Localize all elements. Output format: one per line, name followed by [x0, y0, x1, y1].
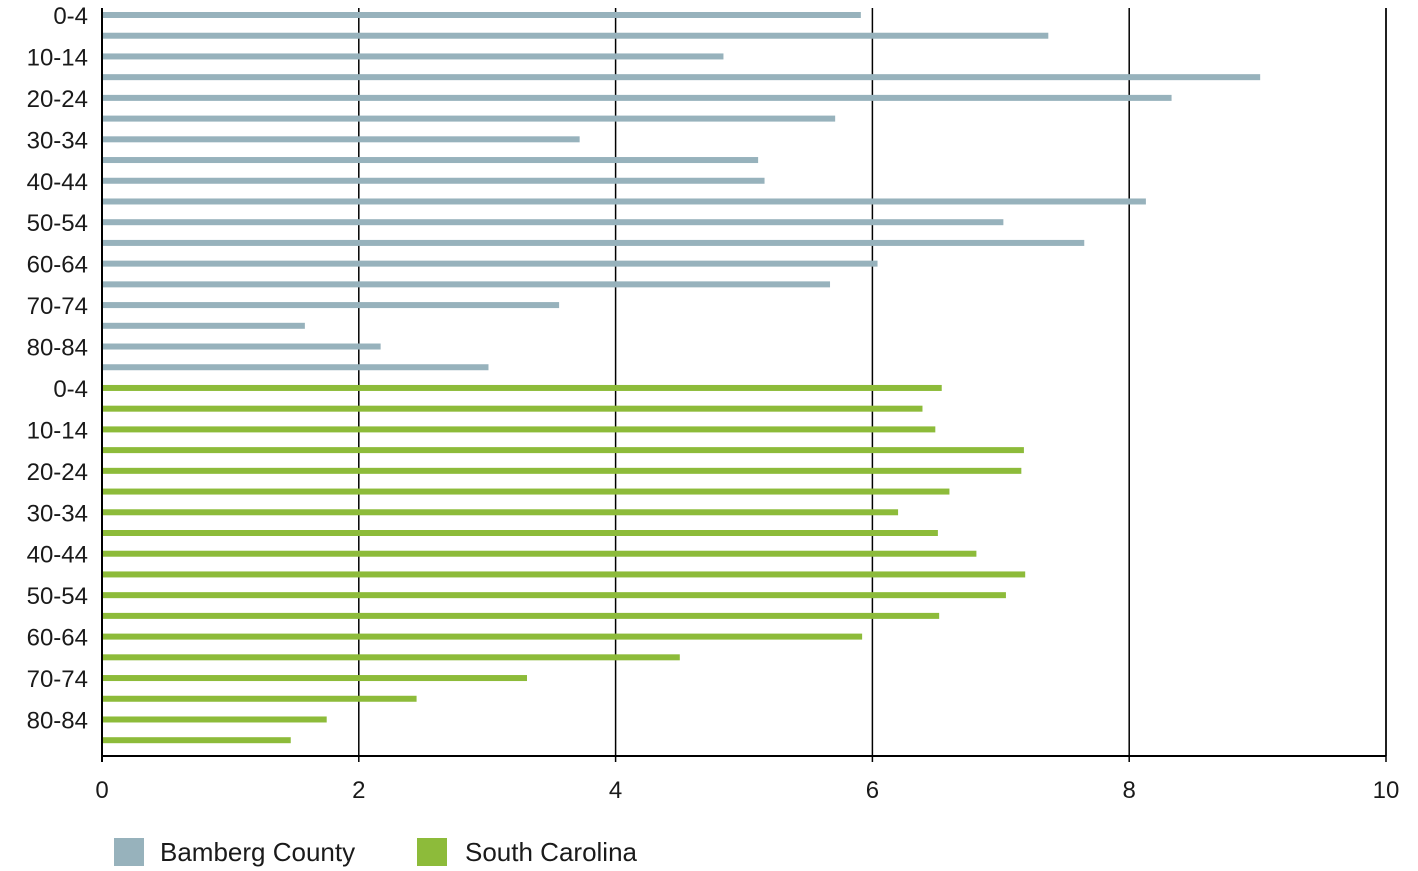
bar-bamberg-county-35-39 [102, 157, 759, 164]
bar-bamberg-county-0-4 [102, 12, 861, 18]
x-tick-label: 8 [1123, 777, 1136, 804]
y-tick-label: 20-24 [27, 86, 88, 113]
bar-south-carolina-20-24 [102, 467, 1022, 474]
y-tick-label: 60-64 [27, 252, 88, 279]
bar-bamberg-county-45-49 [102, 198, 1146, 205]
legend-label-south-carolina: South Carolina [465, 837, 638, 867]
bars-layer [102, 12, 1261, 744]
bar-south-carolina-70-74 [102, 675, 528, 682]
y-tick-label: 0-4 [53, 376, 88, 403]
bar-bamberg-county-30-34 [102, 136, 580, 143]
y-tick-label: 30-34 [27, 127, 88, 154]
y-tick-label: 20-24 [27, 459, 88, 486]
x-tick-label: 0 [95, 777, 108, 804]
bar-bamberg-county-25-29 [102, 115, 836, 122]
x-tick-label: 10 [1373, 777, 1400, 804]
bar-south-carolina-45-49 [102, 571, 1026, 578]
bar-south-carolina-30-34 [102, 509, 899, 516]
y-tick-label: 50-54 [27, 583, 88, 610]
bar-south-carolina-50-54 [102, 592, 1006, 599]
bar-south-carolina-0-4 [102, 384, 942, 391]
y-tick-label: 70-74 [27, 293, 88, 320]
bar-bamberg-county-20-24 [102, 94, 1172, 101]
bar-south-carolina-40-44 [102, 550, 977, 557]
bar-bamberg-county-55-59 [102, 239, 1085, 246]
bar-bamberg-county-5-9 [102, 32, 1049, 39]
bar-bamberg-county-50-54 [102, 219, 1004, 226]
bar-bamberg-county-15-19 [102, 74, 1261, 81]
legend-swatch-south-carolina [417, 838, 447, 866]
legend-swatch-bamberg-county [114, 838, 144, 866]
bar-south-carolina-25-29 [102, 488, 950, 495]
y-tick-label: 10-14 [27, 44, 88, 71]
x-tick-labels: 0 2 4 6 8 10 [95, 777, 1399, 804]
y-tick-label: 70-74 [27, 666, 88, 693]
bar-bamberg-county-60-64 [102, 260, 878, 267]
y-tick-labels: 0-4 10-14 20-24 30-34 40-44 50-54 60-64 70-74 80… [27, 3, 88, 734]
x-tick-label: 4 [609, 777, 622, 804]
bar-south-carolina-60-64 [102, 633, 863, 640]
bar-bamberg-county-85+ [102, 364, 489, 371]
y-tick-label: 80-84 [27, 707, 88, 734]
bar-south-carolina-35-39 [102, 530, 938, 536]
bar-bamberg-county-10-14 [102, 53, 724, 60]
bar-south-carolina-15-19 [102, 447, 1024, 454]
bar-south-carolina-65-69 [102, 654, 680, 661]
bar-bamberg-county-70-74 [102, 302, 560, 309]
y-tick-label: 40-44 [27, 542, 88, 569]
bar-south-carolina-10-14 [102, 426, 936, 433]
y-tick-label: 40-44 [27, 169, 88, 196]
x-tick-label: 2 [352, 777, 365, 804]
bar-bamberg-county-40-44 [102, 177, 765, 184]
x-tick-label: 6 [866, 777, 879, 804]
bar-south-carolina-5-9 [102, 405, 923, 412]
bar-bamberg-county-75-79 [102, 322, 305, 329]
legend-label-bamberg-county: Bamberg County [160, 837, 355, 867]
y-tick-label: 10-14 [27, 417, 88, 444]
bar-south-carolina-55-59 [102, 612, 940, 619]
axis-layer [101, 8, 1387, 762]
bar-bamberg-county-80-84 [102, 343, 381, 350]
y-tick-label: 30-34 [27, 500, 88, 527]
bar-south-carolina-75-79 [102, 695, 417, 702]
y-tick-label: 80-84 [27, 335, 88, 362]
legend: Bamberg County South Carolina [114, 837, 638, 867]
y-tick-label: 0-4 [53, 3, 88, 30]
bar-south-carolina-85+ [102, 737, 291, 744]
bar-bamberg-county-65-69 [102, 281, 831, 288]
bar-south-carolina-80-84 [102, 716, 327, 723]
y-tick-label: 50-54 [27, 210, 88, 237]
y-tick-label: 60-64 [27, 625, 88, 652]
